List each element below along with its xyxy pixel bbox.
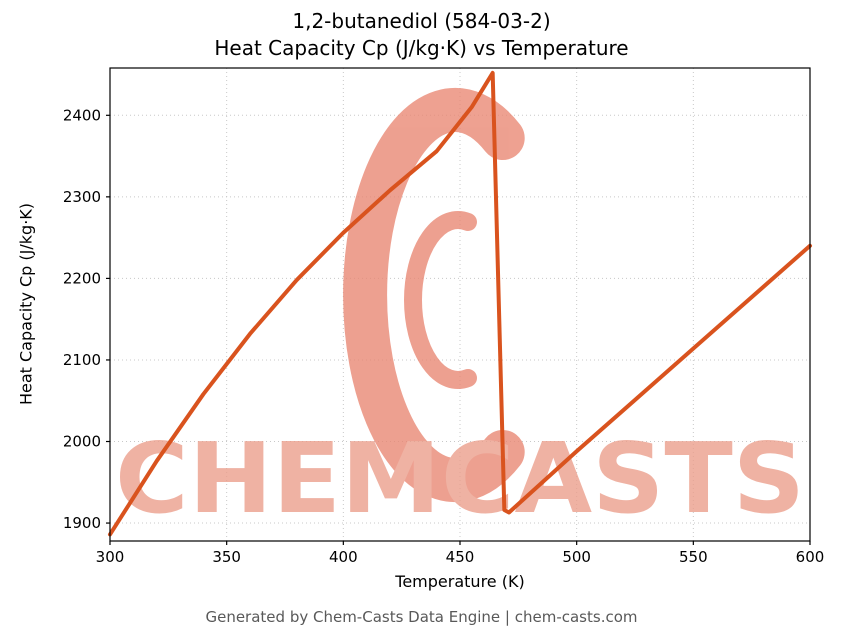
x-tick-label: 450 bbox=[446, 548, 475, 566]
y-tick-label: 2000 bbox=[63, 433, 101, 451]
watermark-text: CHEMCASTS bbox=[115, 422, 805, 535]
y-tick-label: 2300 bbox=[63, 188, 101, 206]
x-tick-label: 600 bbox=[796, 548, 825, 566]
footer-attribution: Generated by Chem-Casts Data Engine | ch… bbox=[205, 608, 638, 626]
watermark-group: CHEMCASTS bbox=[115, 88, 805, 535]
y-tick-label: 2400 bbox=[63, 106, 101, 124]
x-tick-label: 350 bbox=[212, 548, 241, 566]
y-tick-label: 2200 bbox=[63, 269, 101, 287]
chart-title: 1,2-butanediol (584-03-2) bbox=[292, 9, 551, 33]
y-axis-label: Heat Capacity Cp (J/kg·K) bbox=[16, 202, 36, 406]
x-axis-label: Temperature (K) bbox=[395, 572, 525, 591]
watermark-logo-swirl-icon bbox=[404, 211, 477, 389]
x-tick-label: 400 bbox=[329, 548, 358, 566]
y-tick-label: 1900 bbox=[63, 514, 101, 532]
chart-subtitle: Heat Capacity Cp (J/kg·K) vs Temperature bbox=[214, 36, 629, 60]
x-tick-label: 550 bbox=[679, 548, 708, 566]
x-tick-label: 500 bbox=[562, 548, 591, 566]
y-tick-label: 2100 bbox=[63, 351, 101, 369]
x-tick-label: 300 bbox=[96, 548, 125, 566]
data-line-heat-capacity bbox=[108, 70, 812, 537]
watermark-logo-c-icon bbox=[343, 88, 525, 502]
